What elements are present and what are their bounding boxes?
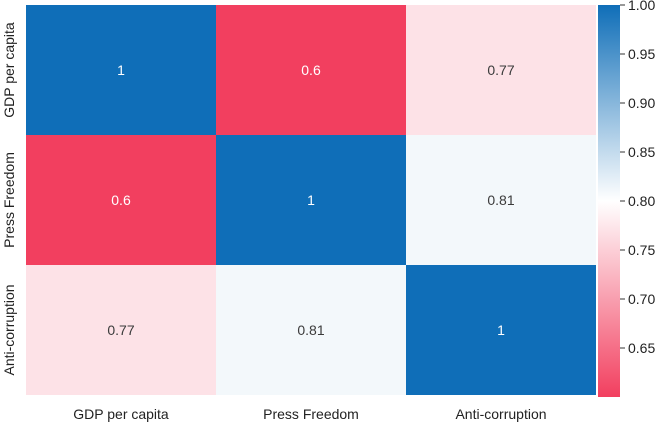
- cell-value-label: 1: [117, 62, 125, 78]
- colorbar: 0.65 0.70 0.75 0.80 0.85 0.90 0.95 1.00: [598, 0, 655, 397]
- y-tick-label: Anti-corruption: [1, 284, 17, 375]
- colorbar-tick-label: 0.80: [628, 193, 655, 209]
- heatmap-cell: [26, 265, 216, 395]
- cell-value-label: 1: [497, 322, 505, 338]
- heatmap-cell: [216, 135, 406, 265]
- heatmap-cell: [406, 5, 596, 135]
- heatmap-cell: [216, 265, 406, 395]
- heatmap-cell: [406, 265, 596, 395]
- x-tick-label: GDP per capita: [73, 406, 169, 422]
- colorbar-tick-label: 0.75: [628, 242, 655, 258]
- cell-value-label: 1: [307, 192, 315, 208]
- x-tick-label: Press Freedom: [263, 406, 359, 422]
- y-tick-labels: GDP per capita Press Freedom Anti-corrupti…: [1, 22, 17, 375]
- x-tick-labels: GDP per capita Press Freedom Anti-corrupti…: [73, 406, 546, 422]
- colorbar-ticks: 0.65 0.70 0.75 0.80 0.85 0.90 0.95 1.00: [620, 0, 655, 356]
- colorbar-gradient: [598, 5, 620, 397]
- y-tick-label: Press Freedom: [1, 152, 17, 248]
- cell-value-label: 0.6: [301, 62, 321, 78]
- heatmap-cell: [406, 135, 596, 265]
- cell-value-label: 0.81: [297, 322, 324, 338]
- cell-value-label: 0.77: [487, 62, 514, 78]
- colorbar-tick-label: 0.95: [628, 46, 655, 62]
- colorbar-tick-label: 0.65: [628, 340, 655, 356]
- colorbar-tick-label: 0.70: [628, 291, 655, 307]
- heatmap-cells: 1 0.6 0.77 0.6 1 0.81 0.77 0.81 1: [26, 5, 596, 395]
- cell-value-label: 0.6: [111, 192, 131, 208]
- colorbar-tick-label: 1.00: [628, 0, 655, 13]
- colorbar-tick-label: 0.85: [628, 144, 655, 160]
- heatmap-cell: [26, 135, 216, 265]
- x-tick-label: Anti-corruption: [455, 406, 546, 422]
- colorbar-tick-label: 0.90: [628, 95, 655, 111]
- heatmap-cell: [216, 5, 406, 135]
- y-tick-label: GDP per capita: [1, 22, 17, 118]
- cell-value-label: 0.77: [107, 322, 134, 338]
- heatmap-cell: [26, 5, 216, 135]
- cell-value-label: 0.81: [487, 192, 514, 208]
